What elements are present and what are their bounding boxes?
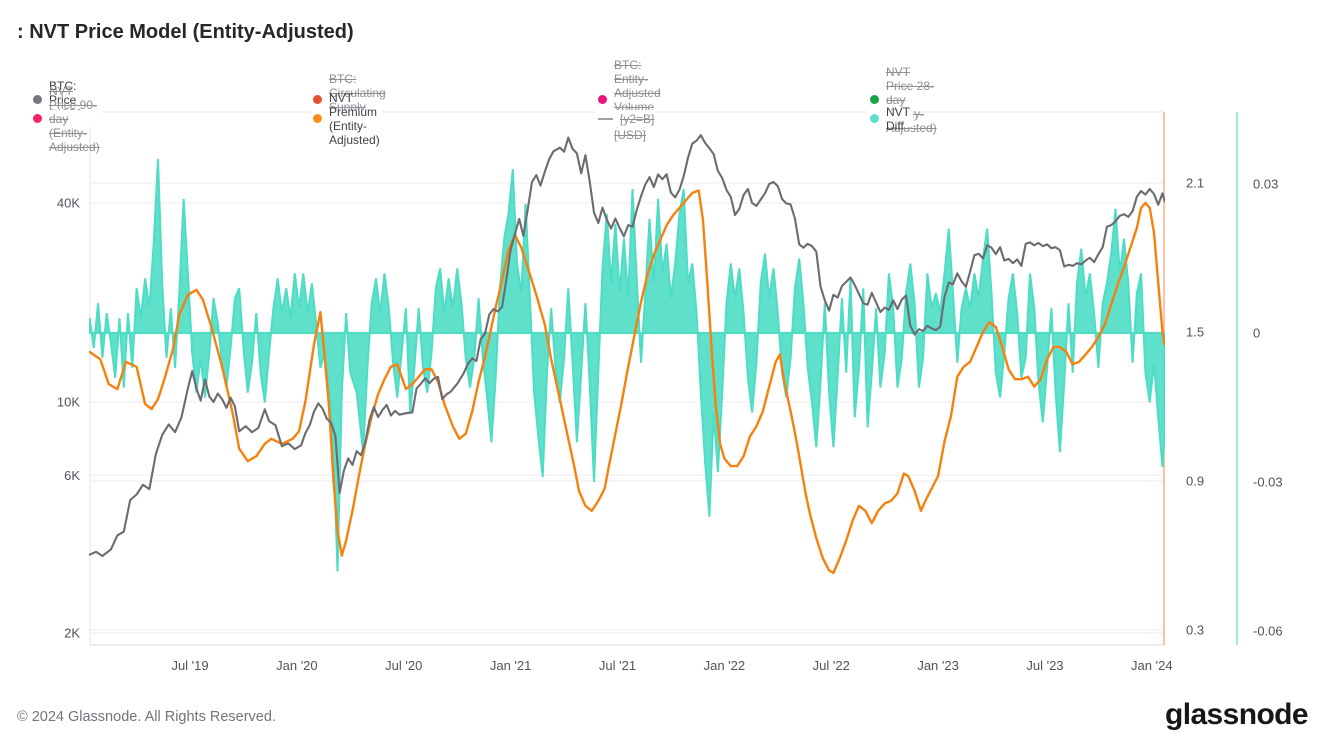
legend-item-nvt-premium-entity-adjusted[interactable]: NVT Premium (Entity-Adjusted)	[310, 91, 383, 147]
x-tick-label: Jan '21	[490, 658, 532, 673]
glassnode-logo: glassnode	[1165, 698, 1309, 731]
premium-tick-label: 0.9	[1186, 474, 1204, 489]
x-tick-label: Jul '23	[1026, 658, 1063, 673]
page-title: : NVT Price Model (Entity-Adjusted)	[17, 21, 354, 43]
legend-item-label: [y2=B]	[620, 111, 655, 126]
premium-tick-label: 1.5	[1186, 325, 1204, 340]
legend-dot-icon	[870, 95, 879, 104]
diff-tick-label: 0.03	[1253, 177, 1278, 192]
x-tick-label: Jul '21	[599, 658, 636, 673]
copyright-text: © 2024 Glassnode. All Rights Reserved.	[17, 709, 276, 725]
legend-item-nvt-diff[interactable]: NVT Diff	[867, 105, 913, 133]
x-tick-label: Jan '22	[704, 658, 746, 673]
legend-dot-icon	[313, 114, 322, 123]
legend-dot-icon	[313, 95, 322, 104]
premium-tick-label: 2.1	[1186, 176, 1204, 191]
price-tick-label: 10K	[57, 394, 80, 409]
price-tick-label: 40K	[57, 196, 80, 211]
legend-item-label: NVT Price 90-day (Entity-Adjusted)	[49, 83, 100, 154]
legend-dot-icon	[33, 95, 42, 104]
legend-item-nvt-price-90-day-entity-adjusted[interactable]: NVT Price 90-day (Entity-Adjusted)	[30, 84, 103, 154]
legend-dot-icon	[870, 114, 879, 123]
legend-item-label: NVT Price 28-day (Entity-Adjusted)	[886, 64, 937, 135]
series-btc-price-usd-line	[89, 134, 1165, 558]
price-tick-label: 2K	[64, 625, 80, 640]
gridlines	[90, 182, 1164, 634]
legend-item-y2-b[interactable]: [y2=B]	[595, 110, 658, 127]
legend-item-label: NVT Premium (Entity-Adjusted)	[329, 90, 380, 147]
series-nvt-diff-area	[89, 159, 1165, 572]
legend-item-nvt-price-28-day-entity-adjusted[interactable]: NVT Price 28-day (Entity-Adjusted)	[867, 65, 940, 135]
x-tick-label: Jul '22	[813, 658, 850, 673]
legend-dash-icon	[598, 117, 613, 120]
plot-area	[89, 134, 1165, 575]
legend-item-label: NVT Diff	[886, 104, 910, 133]
x-tick-label: Jul '20	[385, 658, 422, 673]
diff-tick-label: -0.06	[1253, 624, 1283, 639]
price-tick-label: 6K	[64, 468, 80, 483]
series-nvt-premium-entity-adjusted-line	[89, 189, 1165, 575]
legend-item-label: BTC: Entity-Adjusted Volume (Total) [USD…	[614, 57, 661, 142]
legend-item-btc-entity-adjusted-volume-total-usd[interactable]: BTC: Entity-Adjusted Volume (Total) [USD…	[595, 58, 664, 142]
diff-tick-label: 0	[1253, 326, 1260, 341]
x-tick-label: Jan '20	[276, 658, 318, 673]
x-tick-label: Jan '24	[1131, 658, 1173, 673]
legend-dot-icon	[598, 95, 607, 104]
x-tick-label: Jan '23	[917, 658, 959, 673]
diff-tick-label: -0.03	[1253, 475, 1283, 490]
x-tick-label: Jul '19	[171, 658, 208, 673]
legend-dot-icon	[33, 114, 42, 123]
premium-tick-label: 0.3	[1186, 623, 1204, 638]
